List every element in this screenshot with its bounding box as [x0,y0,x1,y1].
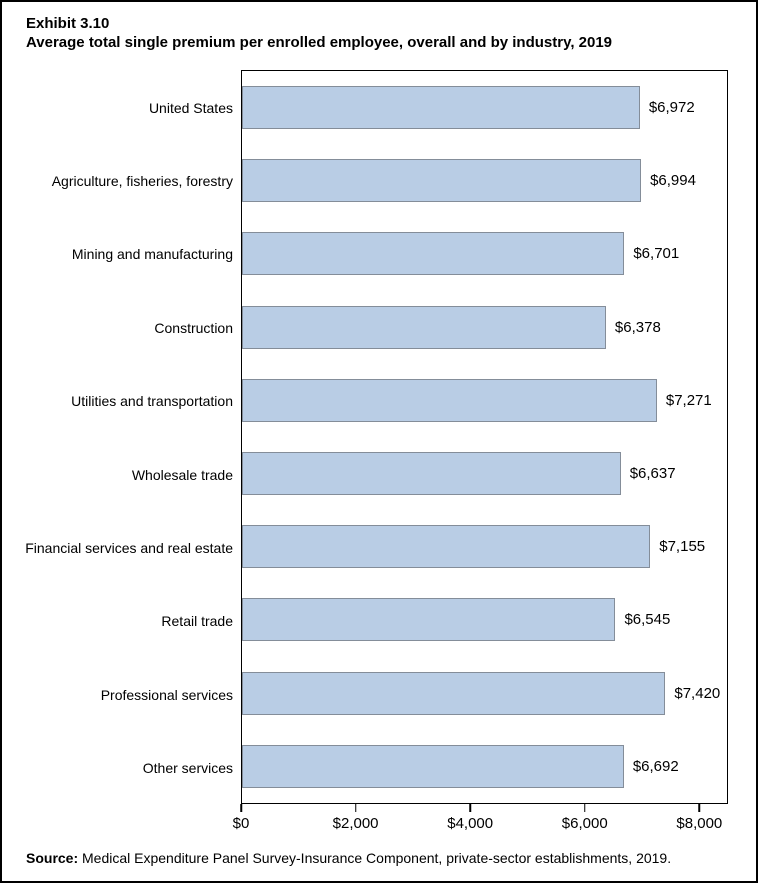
source-note: Source: Medical Expenditure Panel Survey… [26,850,671,866]
bar-chart-plot-area: $6,972 $6,994 $6,701 $6,378 $7,271 $6,637 $7,1… [241,70,728,804]
x-axis-tick [240,804,242,812]
x-axis-tick-label: $0 [232,815,250,832]
x-axis: $0 $2,000 $4,000 $6,000 $8,000 [233,804,728,844]
bar [242,305,606,349]
bar-value-label: $7,271 [665,391,712,409]
x-axis-tick [354,804,357,812]
category-label: Mining and manufacturing [71,246,233,263]
x-axis-tick-label: $8,000 [676,815,723,832]
bar-value-label: $6,701 [633,245,680,263]
bar [242,86,640,130]
chart-title-block: Exhibit 3.10 Average total single premiu… [26,14,612,52]
bar-value-label: $6,378 [614,318,661,336]
category-label: Construction [154,319,233,336]
bar [242,598,616,642]
category-label: Utilities and transportation [71,393,233,410]
category-label: United States [148,99,233,116]
source-label: Source: [26,850,79,866]
category-label: Professional services [100,686,233,703]
category-label: Wholesale trade [131,466,233,483]
category-label: Retail trade [161,613,233,630]
bar [242,744,624,788]
chart-title: Average total single premium per enrolle… [26,34,613,51]
bar [242,232,625,276]
x-axis-tick-label: $6,000 [561,815,608,832]
bar [242,525,651,569]
bar-row: $6,972 [242,71,727,144]
x-axis-tick [469,804,471,812]
category-labels: United States Agriculture, fisheries, for… [2,71,233,805]
bar-value-label: $7,420 [674,684,721,702]
bar [242,671,666,715]
x-axis-tick [698,804,701,812]
bar-row: $7,420 [242,657,727,730]
exhibit-number: Exhibit 3.10 [26,15,110,32]
bar-value-label: $6,637 [629,465,676,483]
bar-value-label: $6,994 [650,172,696,190]
bar-row: $6,701 [242,217,727,290]
category-label: Financial services and real estate [25,540,233,557]
bar-row: $6,692 [242,730,727,803]
bar-value-label: $6,545 [624,611,671,629]
x-axis-tick-label: $4,000 [447,815,494,832]
bar [242,378,657,422]
bar-value-label: $6,692 [632,757,679,775]
bar [242,452,621,496]
source-text: Medical Expenditure Panel Survey-Insuran… [78,850,672,866]
bar-row: $6,545 [242,583,727,656]
bar-row: $6,637 [242,437,727,510]
x-axis-tick-label: $2,000 [332,815,379,832]
bar-value-label: $7,155 [659,538,706,556]
bar-row: $6,994 [242,144,727,217]
x-axis-tick [584,804,586,812]
category-label: Agriculture, fisheries, forestry [51,173,233,190]
bar [242,159,642,203]
bar-row: $7,155 [242,510,727,583]
category-label: Other services [142,760,233,777]
bar-row: $6,378 [242,291,727,364]
plot-rows: $6,972 $6,994 $6,701 $6,378 $7,271 $6,637 $7,1… [242,71,727,803]
bar-row: $7,271 [242,364,727,437]
bar-value-label: $6,972 [648,99,695,117]
